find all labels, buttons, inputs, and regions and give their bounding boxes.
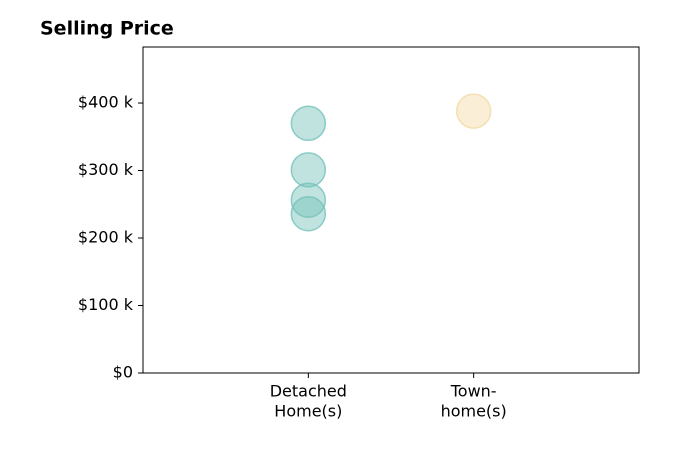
y-tick-label: $300 k — [78, 160, 134, 179]
point — [290, 105, 327, 142]
point — [290, 182, 327, 218]
x-tick-label: home(s) — [441, 402, 507, 421]
point — [290, 152, 327, 188]
x-tick-label: Home(s) — [274, 402, 342, 421]
y-tick-label: $200 k — [78, 228, 134, 247]
chart-title: Selling Price — [40, 18, 174, 40]
y-tick-label: $400 k — [78, 93, 134, 112]
plot-frame — [142, 46, 640, 374]
x-tick-label: Town- — [450, 382, 497, 401]
y-tick-label: $0 — [113, 363, 133, 382]
x-tick-label: Detached — [270, 382, 347, 401]
y-tick-label: $100 k — [78, 295, 134, 314]
point — [455, 93, 492, 129]
point — [290, 195, 327, 232]
